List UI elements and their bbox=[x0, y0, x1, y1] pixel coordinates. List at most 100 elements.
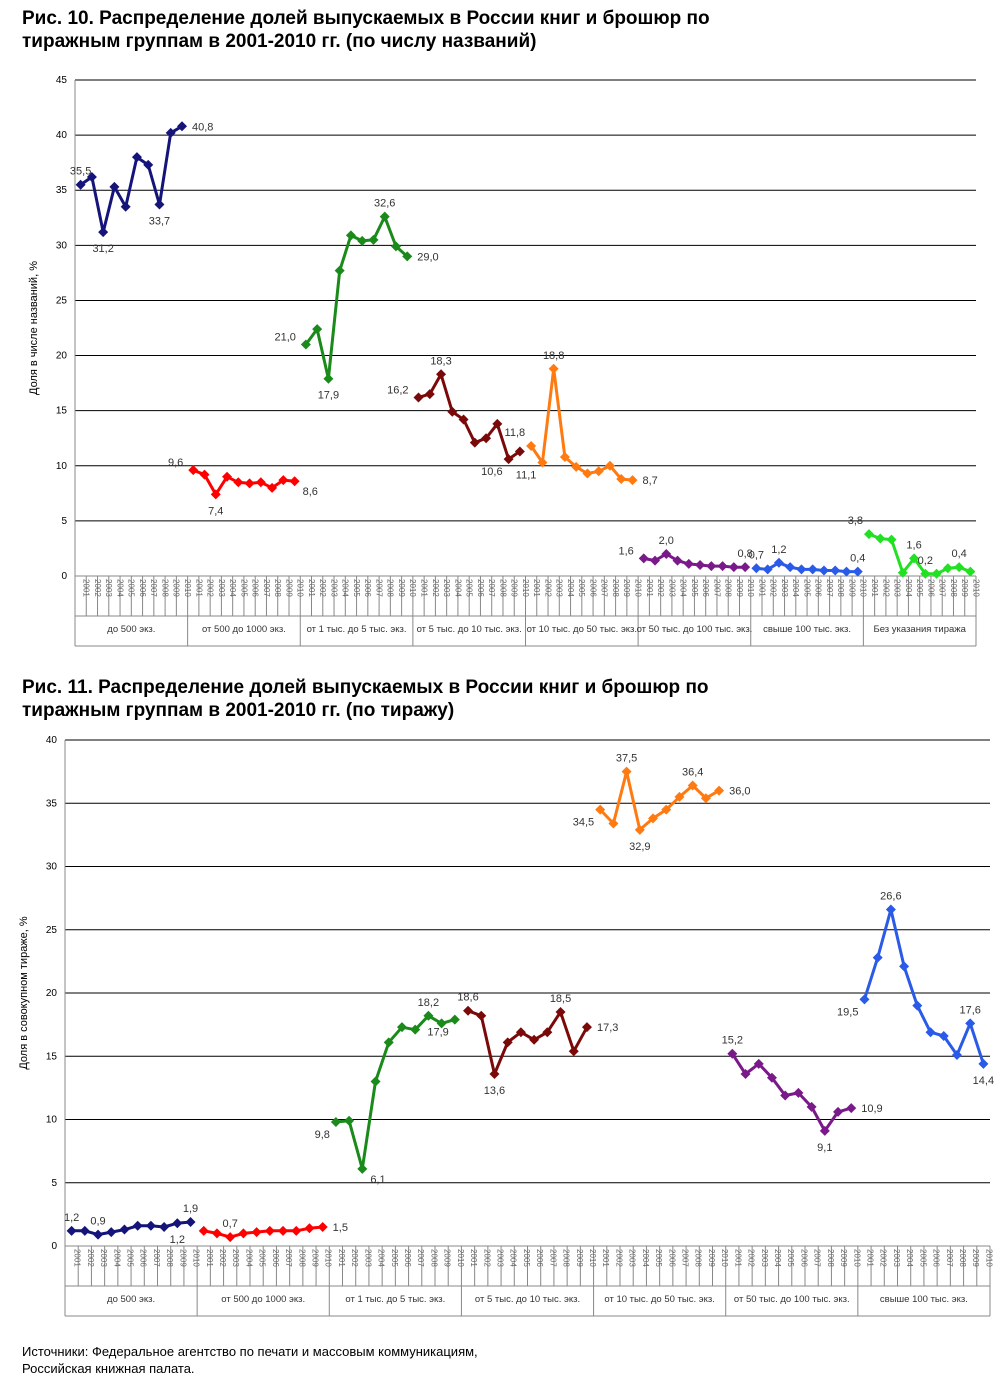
data-point bbox=[571, 461, 582, 472]
data-point bbox=[954, 562, 965, 573]
y-tick-label: 40 bbox=[46, 735, 58, 746]
year-tick-label: 2002 bbox=[482, 1249, 491, 1267]
data-point bbox=[188, 465, 199, 476]
data-point bbox=[86, 171, 97, 182]
series-line bbox=[203, 1225, 323, 1239]
year-tick-label: 2009 bbox=[622, 579, 631, 597]
data-point bbox=[581, 1022, 592, 1033]
data-label: 1,5 bbox=[333, 1222, 348, 1234]
data-label: 17,6 bbox=[959, 1004, 980, 1016]
year-tick-label: 2009 bbox=[735, 579, 744, 597]
year-tick-label: 2002 bbox=[218, 1249, 227, 1267]
data-point bbox=[233, 477, 244, 488]
data-point bbox=[79, 1225, 90, 1236]
year-tick-label: 2008 bbox=[826, 1249, 835, 1267]
y-tick-label: 45 bbox=[56, 75, 68, 86]
year-tick-label: 2003 bbox=[495, 1249, 504, 1267]
data-point bbox=[925, 1027, 936, 1038]
year-tick-label: 2009 bbox=[839, 1249, 848, 1267]
year-tick-label: 2005 bbox=[465, 579, 474, 597]
data-label: 17,3 bbox=[597, 1022, 618, 1034]
year-tick-label: 2003 bbox=[892, 1249, 901, 1267]
year-tick-label: 2008 bbox=[429, 1249, 438, 1267]
group-label: до 500 экз. bbox=[107, 624, 155, 635]
year-tick-label: 2005 bbox=[577, 579, 586, 597]
data-point bbox=[289, 476, 300, 487]
figure-10-title-line2: тиражным группам в 2001-2010 гг. (по чис… bbox=[22, 31, 537, 52]
series-0-0: 35,5 31,2 33,7 40,8 bbox=[70, 121, 213, 255]
data-point bbox=[481, 433, 492, 444]
year-tick-label: 2008 bbox=[562, 1249, 571, 1267]
year-tick-label: 2010 bbox=[971, 579, 980, 597]
data-point bbox=[424, 389, 435, 400]
data-point bbox=[648, 813, 659, 824]
data-label: 17,9 bbox=[427, 1027, 448, 1039]
year-tick-label: 2008 bbox=[611, 579, 620, 597]
data-point bbox=[875, 533, 886, 544]
data-point bbox=[762, 564, 773, 575]
data-point bbox=[616, 474, 627, 485]
year-tick-label: 2007 bbox=[284, 1249, 293, 1267]
figure-11-title: Рис. 11. Распределение долей выпускаемых… bbox=[22, 676, 982, 722]
data-label: 6,1 bbox=[370, 1174, 385, 1186]
year-tick-label: 2007 bbox=[825, 579, 834, 597]
data-point bbox=[469, 437, 480, 448]
year-tick-label: 2009 bbox=[310, 1249, 319, 1267]
year-tick-label: 2001 bbox=[865, 1249, 874, 1267]
data-point bbox=[357, 235, 368, 246]
data-point bbox=[912, 1000, 923, 1011]
data-point bbox=[604, 460, 615, 471]
data-label: 0,7 bbox=[223, 1218, 238, 1230]
figure-11-chart: 0 5 10 15 20 25 30 35 40 Доля в совокупном тираже… bbox=[18, 735, 994, 1317]
year-tick-label: 2004 bbox=[773, 1249, 782, 1267]
data-point bbox=[714, 785, 725, 796]
series-line bbox=[304, 215, 409, 381]
data-point bbox=[251, 1227, 262, 1238]
year-tick-label: 2010 bbox=[720, 1249, 729, 1267]
data-point bbox=[370, 1076, 381, 1087]
data-point bbox=[390, 241, 401, 252]
series-0-1: 9,6 7,4 8,6 bbox=[168, 457, 318, 517]
y-tick-label: 30 bbox=[46, 862, 58, 873]
data-point bbox=[159, 1222, 170, 1233]
y-tick-label: 10 bbox=[46, 1115, 58, 1126]
data-point bbox=[502, 1037, 513, 1048]
data-point bbox=[687, 780, 698, 791]
data-point bbox=[98, 227, 109, 238]
year-tick-label: 2010 bbox=[324, 1249, 333, 1267]
group-label: до 500 экз. bbox=[107, 1294, 155, 1305]
group-label: от 500 до 1000 экз. bbox=[202, 624, 286, 635]
data-point bbox=[198, 1225, 209, 1236]
data-point bbox=[785, 562, 796, 573]
data-label: 1,9 bbox=[183, 1203, 198, 1215]
year-tick-label: 2007 bbox=[548, 1249, 557, 1267]
year-tick-label: 2001 bbox=[757, 579, 766, 597]
year-tick-label: 2005 bbox=[352, 579, 361, 597]
group-label: от 5 тыс. до 10 тыс. экз. bbox=[475, 1294, 580, 1305]
data-point bbox=[345, 230, 356, 241]
series-1-3: 18,6 13,6 18,5 17,3 bbox=[457, 992, 618, 1097]
data-label: 26,6 bbox=[880, 891, 901, 903]
year-tick-label: 2002 bbox=[879, 1249, 888, 1267]
year-tick-label: 2001 bbox=[205, 1249, 214, 1267]
year-tick-label: 2010 bbox=[192, 1249, 201, 1267]
year-tick-label: 2003 bbox=[628, 1249, 637, 1267]
data-point bbox=[740, 1068, 751, 1079]
data-point bbox=[672, 555, 683, 566]
data-point bbox=[255, 477, 266, 488]
year-tick-label: 2010 bbox=[521, 579, 530, 597]
data-point bbox=[920, 568, 931, 579]
data-label: 2,0 bbox=[659, 535, 674, 547]
year-tick-label: 2008 bbox=[165, 1249, 174, 1267]
data-label: 37,5 bbox=[616, 753, 637, 765]
data-point bbox=[717, 561, 728, 572]
data-point bbox=[740, 562, 751, 573]
data-point bbox=[951, 1049, 962, 1060]
data-point bbox=[503, 454, 514, 465]
year-tick-label: 2004 bbox=[904, 579, 913, 597]
data-label: 18,5 bbox=[550, 993, 571, 1005]
y-axis-title: Доля в совокупном тираже, % bbox=[18, 916, 30, 1070]
year-tick-label: 2010 bbox=[633, 579, 642, 597]
year-tick-label: 2006 bbox=[363, 579, 372, 597]
year-tick-label: 2003 bbox=[760, 1249, 769, 1267]
